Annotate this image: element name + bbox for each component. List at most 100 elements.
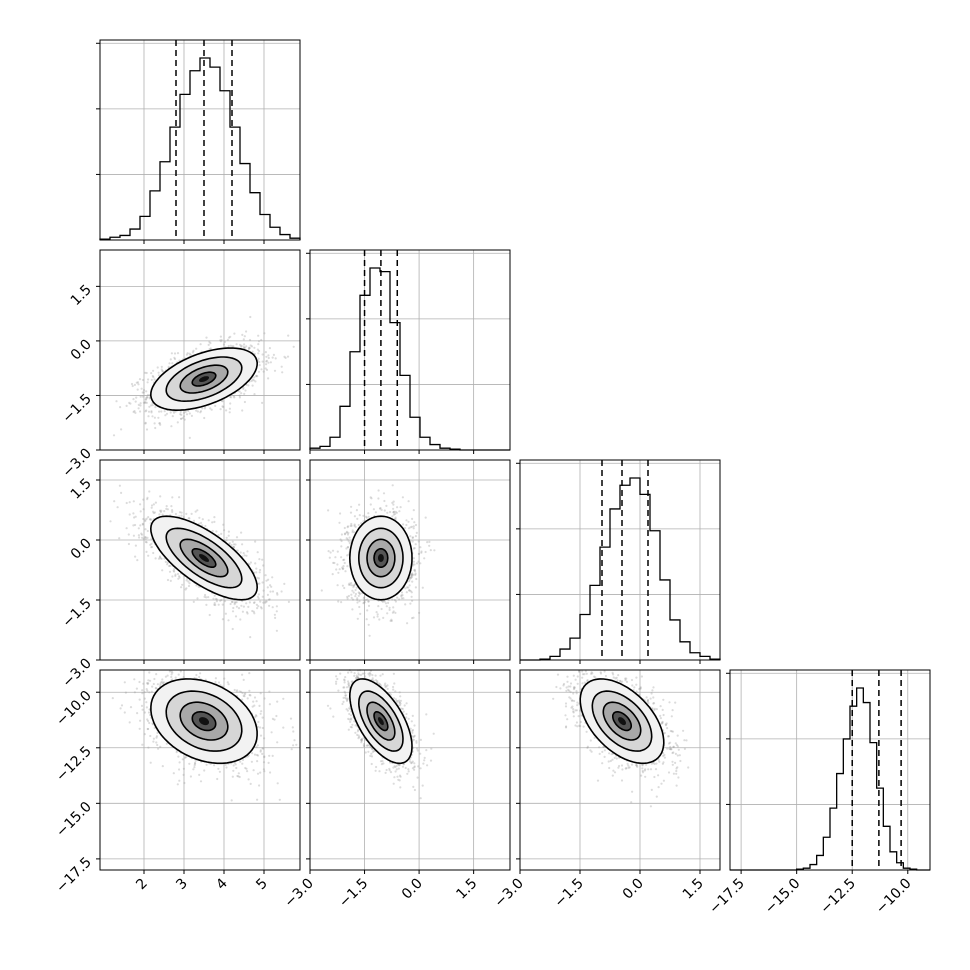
scatter-point (336, 550, 339, 553)
scatter-point (174, 574, 177, 578)
scatter-point (184, 410, 187, 413)
scatter-point (137, 383, 140, 386)
scatter-point (170, 425, 173, 428)
scatter-point (164, 560, 167, 564)
scatter-point (178, 511, 182, 514)
scatter-point (116, 506, 119, 509)
scatter-point (147, 516, 150, 519)
scatter-point (201, 407, 204, 410)
scatter-point (246, 612, 249, 615)
scatter-point (264, 351, 267, 354)
scatter-point (237, 607, 241, 610)
scatter-point (412, 525, 415, 528)
scatter-point (174, 512, 177, 516)
scatter-point (391, 484, 394, 487)
scatter-point (201, 518, 204, 521)
scatter-point (150, 372, 153, 375)
scatter-point (255, 375, 258, 378)
scatter-point (173, 356, 176, 359)
scatter-point (377, 605, 380, 608)
scatter-point (180, 417, 183, 420)
scatter-point (196, 597, 199, 600)
scatter-point (251, 384, 254, 387)
scatter-point (147, 554, 150, 557)
scatter-point (248, 601, 251, 604)
scatter-point (228, 411, 231, 414)
scatter-point (354, 592, 357, 596)
scatter-point (358, 514, 361, 517)
scatter-point (412, 616, 415, 619)
scatter-point (198, 516, 201, 519)
scatter-point (142, 517, 145, 521)
scatter-point (238, 394, 241, 397)
scatter-point (267, 356, 270, 360)
scatter-point (145, 541, 148, 544)
scatter-point (229, 344, 232, 347)
scatter-point (245, 554, 248, 557)
scatter-point (240, 531, 243, 534)
scatter-point (409, 602, 412, 605)
scatter-point (165, 507, 168, 510)
scatter-point (231, 610, 235, 613)
scatter-point (154, 557, 157, 560)
scatter-point (163, 410, 166, 413)
scatter-point (212, 597, 215, 600)
scatter-point (188, 352, 191, 355)
scatter-point (221, 603, 224, 606)
scatter-point (188, 412, 191, 415)
scatter-point (180, 586, 183, 589)
scatter-point (128, 401, 131, 404)
panel-0-0-histogram (99, 57, 301, 240)
scatter-point (351, 598, 355, 601)
scatter-point (258, 571, 261, 574)
scatter-point (171, 496, 174, 499)
scatter-point (249, 636, 252, 639)
scatter-point (145, 428, 149, 431)
scatter-point (211, 521, 214, 524)
scatter-point (120, 491, 123, 494)
scatter-point (151, 404, 154, 407)
y-tick-label-2-0: −3.0 (59, 656, 94, 691)
scatter-point (204, 593, 207, 597)
scatter-point (220, 340, 223, 343)
scatter-point (161, 513, 164, 516)
scatter-point (376, 613, 379, 616)
scatter-point (130, 382, 134, 386)
scatter-point (411, 540, 414, 543)
scatter-point (275, 605, 278, 608)
scatter-point (369, 503, 372, 506)
scatter-point (134, 411, 137, 414)
scatter-point (254, 380, 257, 383)
scatter-point (331, 549, 335, 552)
scatter-point (382, 616, 385, 620)
scatter-point (215, 530, 218, 533)
scatter-point (221, 405, 224, 408)
scatter-point (243, 346, 246, 349)
scatter-point (223, 529, 226, 532)
scatter-point (169, 358, 172, 361)
scatter-point (235, 536, 239, 539)
scatter-point (262, 589, 265, 592)
scatter-point (257, 605, 260, 608)
scatter-point (261, 353, 264, 356)
scatter-point (178, 575, 181, 578)
scatter-point (261, 360, 264, 363)
scatter-point (224, 612, 227, 615)
scatter-point (346, 565, 349, 568)
scatter-point (232, 543, 236, 546)
scatter-point (358, 605, 361, 609)
scatter-point (213, 516, 216, 519)
scatter-point (136, 388, 139, 391)
scatter-point (150, 542, 153, 545)
scatter-point (251, 609, 254, 613)
scatter-point (266, 593, 269, 597)
scatter-point (160, 368, 163, 371)
scatter-point (148, 518, 152, 521)
scatter-point (235, 605, 238, 608)
scatter-point (144, 518, 147, 521)
scatter-point (150, 546, 153, 549)
scatter-point (181, 417, 184, 420)
scatter-point (414, 523, 418, 527)
scatter-point (221, 618, 224, 621)
